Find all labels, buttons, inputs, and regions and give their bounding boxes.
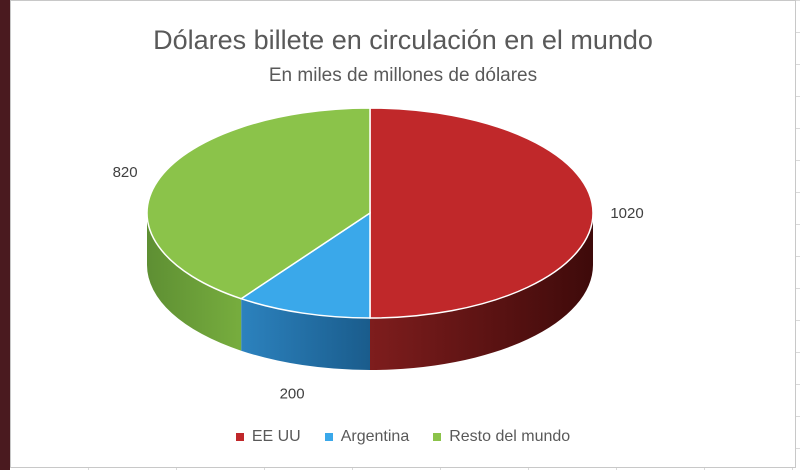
legend-label-ee-uu: EE UU bbox=[251, 428, 301, 445]
legend-item-ee-uu: EE UU bbox=[235, 428, 301, 446]
legend-label-resto-del-mundo: Resto del mundo bbox=[449, 428, 571, 445]
legend-swatch-argentina bbox=[324, 433, 333, 441]
data-label-ee-uu: 1020 bbox=[610, 205, 643, 222]
legend-item-argentina: Argentina bbox=[324, 428, 410, 446]
pie-chart: 1020 200 820 bbox=[113, 107, 644, 403]
pie-side-argentina bbox=[241, 298, 370, 370]
window-border bbox=[0, 0, 10, 470]
chart-title: Dólares billete en circulación en el mun… bbox=[153, 25, 653, 55]
pie-slice-resto-del-mundo bbox=[146, 107, 371, 300]
legend-label-argentina: Argentina bbox=[340, 428, 410, 445]
legend-swatch-resto-del-mundo bbox=[433, 433, 442, 441]
pie-side-ee-uu bbox=[370, 213, 593, 370]
chart-area[interactable]: Dólares billete en circulación en el mun… bbox=[10, 0, 796, 468]
data-label-argentina: 200 bbox=[280, 386, 305, 403]
pie-slice-argentina bbox=[239, 211, 371, 319]
chart-legend: EE UU Argentina Resto del mundo bbox=[11, 428, 795, 446]
legend-item-resto-del-mundo: Resto del mundo bbox=[433, 428, 570, 446]
data-label-resto-del-mundo: 820 bbox=[113, 164, 138, 181]
pie-side-resto-del-mundo bbox=[147, 213, 242, 351]
chart-subtitle: En miles de millones de dólares bbox=[268, 65, 538, 86]
pie-slice-ee-uu bbox=[369, 107, 594, 319]
legend-swatch-ee-uu bbox=[235, 433, 244, 441]
